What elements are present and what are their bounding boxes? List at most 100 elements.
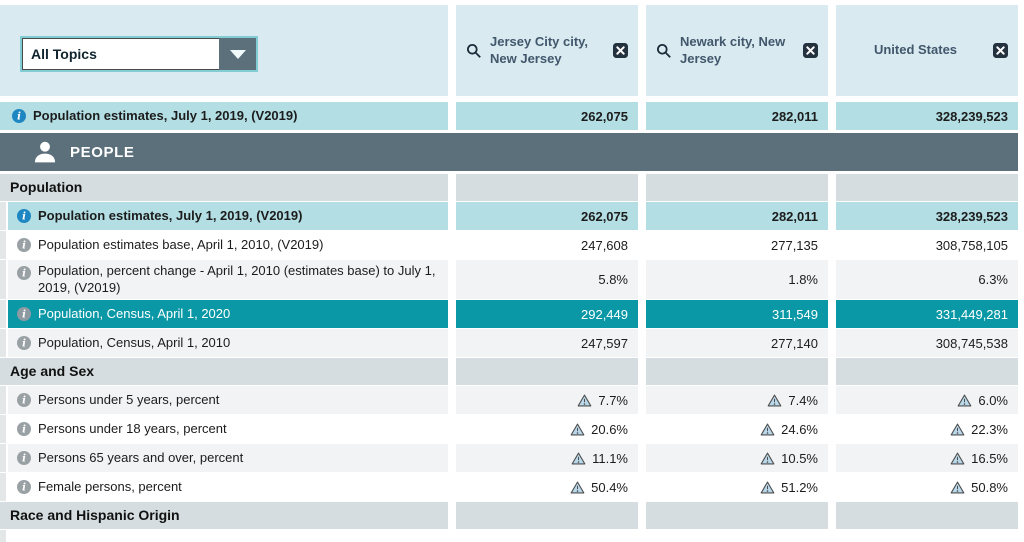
info-icon[interactable]: i [17, 266, 31, 280]
flag-icon[interactable] [950, 452, 965, 465]
value: 7.4% [788, 392, 818, 408]
value-cell: 328,239,523 [836, 202, 1018, 230]
row-label: Population, percent change - April 1, 20… [38, 262, 436, 295]
value: 24.6% [781, 421, 818, 437]
info-icon[interactable]: i [17, 480, 31, 494]
row-female: i Female persons, percent 50.4% 51.2% 50… [0, 473, 1018, 501]
value: 262,075 [581, 208, 628, 224]
svg-text:i: i [22, 269, 26, 280]
subsection-race-hispanic-origin: Race and Hispanic Origin [0, 502, 1018, 529]
value-cell: 24.6% [646, 415, 828, 443]
header-band: All Topics Jersey City city, New Jersey [0, 5, 1018, 96]
value: 50.4% [591, 479, 628, 495]
value: 311,549 [771, 306, 818, 322]
info-icon[interactable]: i [17, 422, 31, 436]
value: 262,075 [581, 108, 628, 124]
flag-icon[interactable] [570, 423, 585, 436]
info-icon[interactable]: i [17, 238, 31, 252]
value-cell: 10.5% [646, 444, 828, 472]
empty-cell [646, 530, 828, 542]
section-banner-people: PEOPLE [0, 133, 1018, 171]
value-cell: 16.5% [836, 444, 1018, 472]
value: 51.2% [781, 479, 818, 495]
topic-filter-area: All Topics [0, 5, 448, 96]
flag-icon[interactable] [760, 481, 775, 494]
value: 6.0% [978, 392, 1008, 408]
value-cell: 282,011 [646, 102, 828, 130]
value-cell: 262,075 [456, 202, 638, 230]
flag-icon[interactable] [950, 423, 965, 436]
row-label: Persons under 18 years, percent [38, 420, 227, 436]
value: 247,608 [581, 237, 628, 253]
value: 16.5% [971, 450, 1008, 466]
row-label-cell: i Population estimates, July 1, 2019, (V… [0, 202, 448, 230]
info-icon[interactable]: i [17, 451, 31, 465]
value-cell: 328,239,523 [836, 102, 1018, 130]
empty-cell [836, 358, 1018, 385]
row-pop-census-2010: i Population, Census, April 1, 2010 247,… [0, 329, 1018, 357]
row-indent-strip [0, 260, 8, 299]
empty-cell [836, 530, 1018, 542]
info-icon[interactable]: i [12, 109, 26, 123]
row-indent-strip [0, 386, 8, 414]
value-cell: 277,140 [646, 329, 828, 357]
value-cell: 277,135 [646, 231, 828, 259]
row-indent-strip [0, 300, 8, 328]
flag-icon[interactable] [577, 394, 592, 407]
search-icon[interactable] [656, 43, 672, 59]
value: 328,239,523 [935, 108, 1008, 124]
row-pop-pct-change: i Population, percent change - April 1, … [0, 260, 1018, 299]
geo-column-newark: Newark city, New Jersey [646, 5, 828, 96]
person-icon [33, 140, 57, 164]
close-icon[interactable] [803, 43, 818, 58]
close-icon[interactable] [993, 43, 1008, 58]
row-label: Female persons, percent [38, 478, 182, 494]
flag-icon[interactable] [570, 481, 585, 494]
row-label: Population estimates, July 1, 2019, (V20… [38, 207, 303, 223]
info-icon[interactable]: i [17, 393, 31, 407]
search-icon[interactable] [466, 43, 482, 59]
svg-text:i: i [22, 241, 26, 252]
value: 292,449 [581, 306, 628, 322]
value: 282,011 [771, 108, 818, 124]
chevron-down-icon [229, 49, 246, 59]
subsection-population: Population [0, 174, 1018, 201]
value: 308,745,538 [935, 335, 1008, 351]
flag-icon[interactable] [957, 394, 972, 407]
value: 331,449,281 [935, 306, 1008, 322]
close-icon[interactable] [613, 43, 628, 58]
svg-text:i: i [22, 454, 26, 465]
topics-dropdown-button[interactable] [219, 38, 256, 70]
flag-icon[interactable] [760, 452, 775, 465]
row-label-cell [0, 530, 448, 542]
flag-icon[interactable] [950, 481, 965, 494]
value-cell: 5.8% [456, 260, 638, 299]
info-icon[interactable]: i [17, 209, 31, 223]
row-label-cell: i Population, Census, April 1, 2010 [0, 329, 448, 357]
flag-icon[interactable] [760, 423, 775, 436]
flag-icon[interactable] [767, 394, 782, 407]
row-label: Population, Census, April 1, 2010 [38, 334, 231, 350]
geo-column-united-states: United States [836, 5, 1018, 96]
subsection-label-cell: Race and Hispanic Origin [0, 502, 448, 529]
geo-name: United States [873, 42, 958, 58]
value: 328,239,523 [935, 208, 1008, 224]
geo-name: Jersey City city, New Jersey [490, 34, 589, 66]
info-icon[interactable]: i [17, 307, 31, 321]
row-label: Population, Census, April 1, 2020 [38, 305, 231, 321]
pinned-summary-row: i Population estimates, July 1, 2019, (V… [0, 102, 1018, 130]
value: 247,597 [581, 335, 628, 351]
row-label-cell: i Population estimates, July 1, 2019, (V… [0, 102, 448, 130]
value: 1.8% [788, 272, 818, 287]
topics-dropdown[interactable]: All Topics [20, 36, 258, 72]
info-icon[interactable]: i [17, 336, 31, 350]
value-cell: 311,549 [646, 300, 828, 328]
row-label: Population estimates, July 1, 2019, (V20… [33, 107, 298, 123]
row-label-cell: i Population, Census, April 1, 2020 [0, 300, 448, 328]
flag-icon[interactable] [571, 452, 586, 465]
row-indent-strip [0, 231, 8, 259]
topics-dropdown-value[interactable]: All Topics [22, 38, 219, 70]
row-label-cell: i Persons under 18 years, percent [0, 415, 448, 443]
value-cell: 50.4% [456, 473, 638, 501]
